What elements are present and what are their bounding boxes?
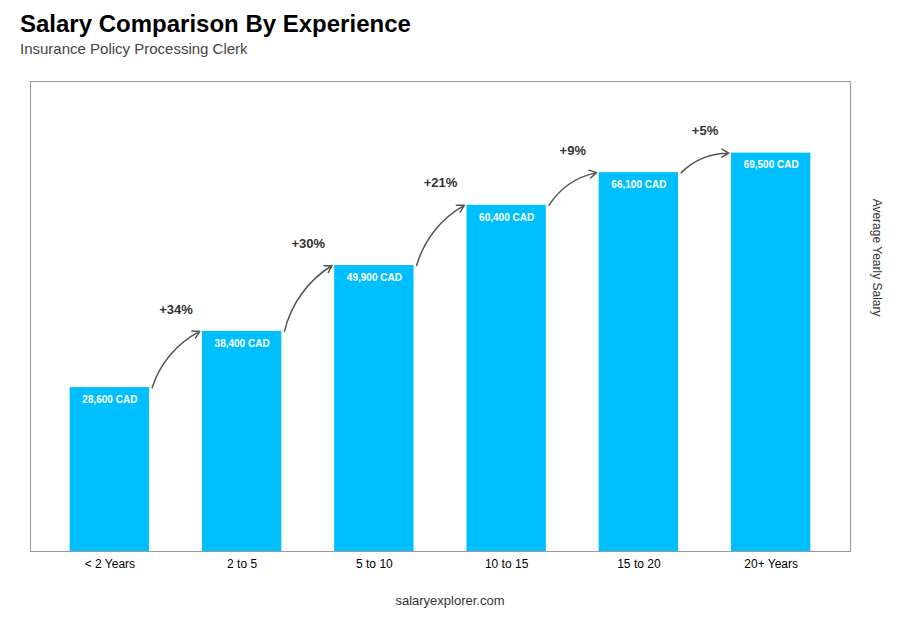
svg-text:49,900 CAD: 49,900 CAD [347,272,402,283]
html-text:Insurance Policy Processing Cl: Insurance Policy Processing Clerk [20,40,248,57]
svg-text:38,400 CAD: 38,400 CAD [215,338,270,349]
svg-text:28,600 CAD: 28,600 CAD [82,394,137,405]
svg-text:20+ Years: 20+ Years [744,557,798,571]
svg-text:+34%: +34% [159,302,193,317]
svg-text:+21%: +21% [424,175,458,190]
html-text:Salary Comparison By Experienc: Salary Comparison By Experience [20,10,411,37]
svg-text:15 to 20: 15 to 20 [617,557,661,571]
svg-text:5 to 10: 5 to 10 [356,557,393,571]
svg-text:66,100 CAD: 66,100 CAD [611,179,666,190]
svg-text:2 to 5: 2 to 5 [227,557,257,571]
svg-text:+30%: +30% [291,236,325,251]
svg-text:10 to 15: 10 to 15 [485,557,529,571]
svg-text:< 2 Years: < 2 Years [85,557,135,571]
svg-text:69,500 CAD: 69,500 CAD [744,159,799,170]
svg-text:Average Yearly Salary: Average Yearly Salary [870,199,884,317]
html-text:salaryexplorer.com: salaryexplorer.com [395,593,505,608]
svg-text:60,400 CAD: 60,400 CAD [479,212,534,223]
svg-text:+9%: +9% [560,143,587,158]
svg-text:+5%: +5% [692,123,719,138]
